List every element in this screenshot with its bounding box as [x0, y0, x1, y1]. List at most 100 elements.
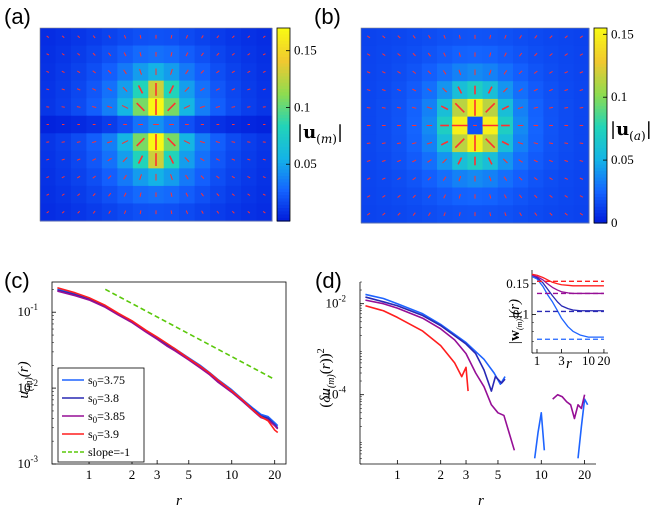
vector-arrow — [458, 194, 461, 199]
vector-arrow — [397, 53, 401, 57]
vector-arrow — [533, 177, 538, 181]
vector-arrow — [201, 35, 204, 39]
vector-arrow — [533, 70, 538, 74]
vector-arrow — [92, 88, 97, 91]
vector-arrow — [549, 177, 553, 181]
vector-arrow — [397, 70, 401, 74]
x-tick-label: 5 — [186, 467, 193, 482]
colorbar-step — [594, 119, 607, 123]
colorbar-step — [594, 109, 607, 114]
panel-label-a: (a) — [4, 4, 31, 29]
vector-arrow — [579, 195, 584, 198]
vector-arrow — [200, 52, 204, 57]
vector-arrow — [262, 193, 266, 196]
vector-arrow — [183, 104, 191, 109]
vector-arrow — [381, 142, 386, 145]
vector-arrow — [61, 210, 65, 214]
vector-arrow — [136, 102, 145, 112]
vector-arrow — [231, 210, 235, 214]
vector-arrow — [108, 192, 112, 197]
vector-arrow — [366, 89, 371, 92]
vector-arrow — [76, 88, 81, 91]
vector-arrow — [168, 155, 175, 164]
vector-arrow — [123, 52, 127, 57]
vector-arrow — [412, 88, 417, 92]
vector-arrow — [579, 53, 584, 56]
vector-arrow — [411, 142, 417, 145]
vector-arrow — [184, 157, 190, 163]
colorbar-step — [594, 206, 607, 211]
colorbar-step — [277, 98, 290, 103]
vector-arrow — [247, 210, 251, 214]
vector-arrow — [77, 193, 81, 197]
heatmap-frame — [360, 27, 590, 224]
colorbar-step — [277, 73, 290, 77]
vector-arrow — [77, 175, 81, 179]
vector-arrow — [108, 35, 111, 39]
colorbar-step — [277, 111, 290, 116]
colorbar-step — [277, 63, 290, 68]
vector-arrow — [170, 192, 173, 197]
vector-arrow — [534, 35, 538, 39]
colorbar-frame — [593, 27, 608, 224]
line-chart-c: 1 2 3 5 10 2010-310-210-1s0=3.75s0=3.8s0=3.85… — [18, 281, 287, 482]
vector-arrow — [247, 53, 251, 56]
colorbar-step — [277, 121, 290, 126]
vector-arrow — [564, 159, 569, 162]
colorbar-step — [277, 137, 290, 142]
colorbar-step — [594, 80, 607, 84]
colorbar-step — [277, 159, 290, 164]
vector-arrow — [518, 159, 523, 163]
series-line — [531, 273, 604, 287]
colorbar-step — [277, 140, 290, 145]
legend-entry: slope=-1 — [88, 445, 130, 459]
vector-arrow — [185, 34, 189, 39]
x-tick-label: 5 — [495, 467, 502, 482]
vector-arrow — [397, 159, 401, 163]
vector-arrow — [458, 52, 461, 57]
vector-arrow — [216, 70, 220, 74]
series-line — [365, 305, 469, 392]
colorbar-step — [594, 102, 607, 107]
colorbar-step — [594, 115, 607, 120]
vector-arrow — [168, 85, 175, 94]
vector-arrow — [139, 210, 142, 215]
colorbar-step — [594, 86, 607, 91]
colorbar-step — [594, 145, 607, 149]
colorbar-tick-label: 0.15 — [294, 43, 317, 58]
vector-arrow — [549, 70, 553, 74]
vector-arrow — [534, 52, 538, 57]
vector-arrow — [167, 102, 176, 112]
vector-arrow — [46, 53, 50, 56]
colorbar-step — [277, 89, 290, 93]
vector-arrow — [92, 141, 97, 144]
x-tick-label: 3 — [463, 467, 470, 482]
vector-arrow — [458, 69, 462, 75]
vector-arrow — [107, 70, 112, 74]
colorbar-step — [277, 214, 290, 219]
vector-arrow — [426, 106, 433, 110]
vector-arrow — [76, 106, 81, 108]
vector-arrow — [123, 210, 127, 215]
colorbar-tick-label: 0.1 — [611, 89, 627, 104]
colorbar-step — [594, 83, 607, 88]
vector-arrow — [216, 175, 220, 179]
colorbar-step — [277, 40, 290, 45]
vector-arrow — [534, 212, 538, 216]
vector-arrow — [412, 212, 416, 216]
panel-label-d: (d) — [315, 268, 342, 293]
colorbar-step — [594, 44, 607, 49]
vector-arrow — [487, 86, 493, 94]
vector-arrow — [185, 174, 189, 180]
colorbar-step — [594, 151, 607, 156]
colorbar-tick-label: 0.05 — [294, 156, 317, 171]
vector-arrow — [397, 194, 401, 198]
vector-arrow — [564, 106, 569, 109]
vector-arrow — [502, 158, 508, 164]
vector-arrow — [216, 193, 220, 197]
vector-arrow — [519, 194, 523, 199]
series-line — [531, 274, 604, 312]
legend-entry: s0=3.85 — [88, 409, 125, 425]
colorbar-step — [594, 158, 607, 162]
vector-arrow — [231, 70, 235, 74]
